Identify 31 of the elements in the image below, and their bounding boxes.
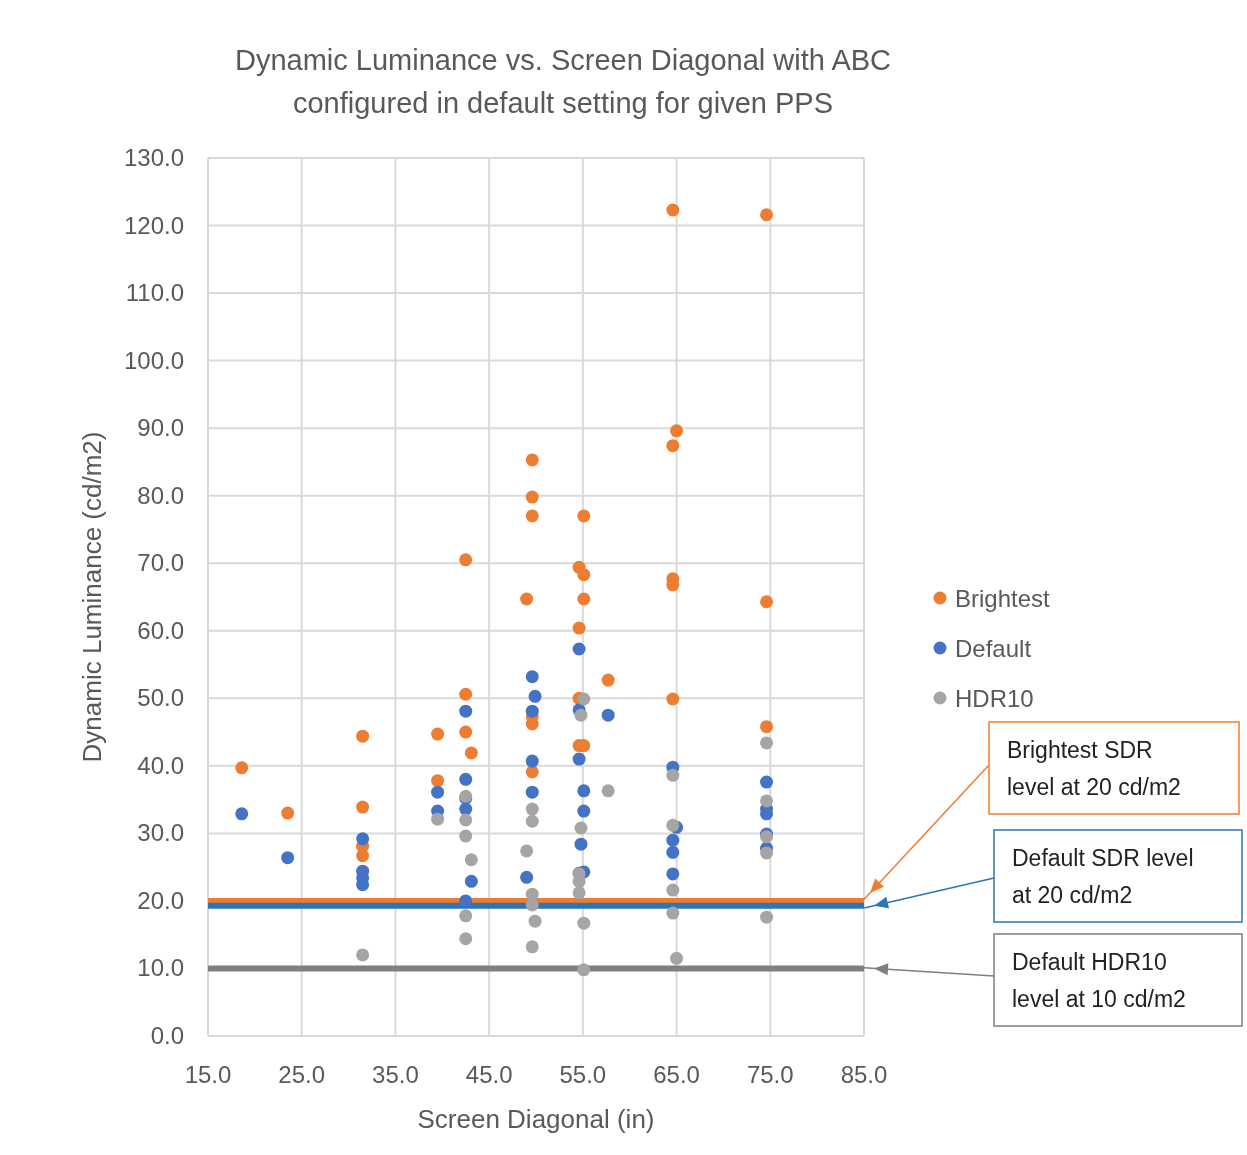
y-tick-label: 100.0 xyxy=(123,346,184,374)
x-tick-label: 35.0 xyxy=(372,1061,419,1088)
y-tick-label: 60.0 xyxy=(137,616,184,644)
y-tick-label: 110.0 xyxy=(125,279,184,307)
x-tick-label: 25.0 xyxy=(278,1061,326,1088)
x-tick-label: 85.0 xyxy=(840,1061,888,1088)
ref-line-label: Brightest SDR level at 20 cd/m2 xyxy=(1007,737,1181,800)
y-tick-label: 120.0 xyxy=(123,211,184,239)
y-tick-label: 130.0 xyxy=(123,144,184,171)
y-tick-label: 90.0 xyxy=(137,414,184,442)
x-tick-label: 65.0 xyxy=(653,1061,700,1088)
legend-label: Brightest xyxy=(955,585,1051,612)
y-tick-label: 50.0 xyxy=(137,684,184,712)
y-axis-title: Dynamic Luminance (cd/m2) xyxy=(77,431,107,763)
y-tick-label: 40.0 xyxy=(137,751,184,779)
x-axis-title: Screen Diagonal (in) xyxy=(417,1104,655,1134)
y-tick-label: 20.0 xyxy=(137,886,184,914)
legend-label: HDR10 xyxy=(955,685,1034,712)
y-tick-label: 10.0 xyxy=(137,954,184,982)
y-tick-label: 70.0 xyxy=(137,549,184,577)
x-tick-label: 75.0 xyxy=(746,1061,794,1088)
ref-line-label: Default SDR level at 20 cd/m2 xyxy=(1012,845,1194,908)
legend-label: Default xyxy=(955,635,1032,662)
y-tick-label: 30.0 xyxy=(137,819,184,847)
y-tick-label: 80.0 xyxy=(137,481,184,509)
ref-line-label: Default HDR10 level at 10 cd/m2 xyxy=(1012,949,1186,1012)
chart-title: Dynamic Luminance vs. Screen Diagonal with ABC configured in default setting for given PPS xyxy=(234,44,892,119)
x-tick-label: 45.0 xyxy=(465,1061,513,1088)
x-tick-label: 15.0 xyxy=(184,1061,232,1088)
y-tick-label: 0.0 xyxy=(150,1022,184,1049)
x-tick-label: 55.0 xyxy=(559,1061,607,1088)
